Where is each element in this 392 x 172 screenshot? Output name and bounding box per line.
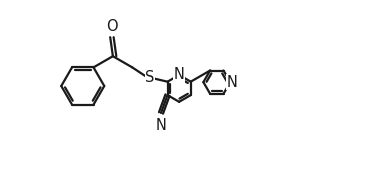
Text: N: N: [156, 118, 167, 133]
Text: N: N: [174, 67, 185, 83]
Text: O: O: [106, 19, 118, 34]
Text: N: N: [227, 75, 238, 90]
Text: S: S: [145, 70, 155, 85]
